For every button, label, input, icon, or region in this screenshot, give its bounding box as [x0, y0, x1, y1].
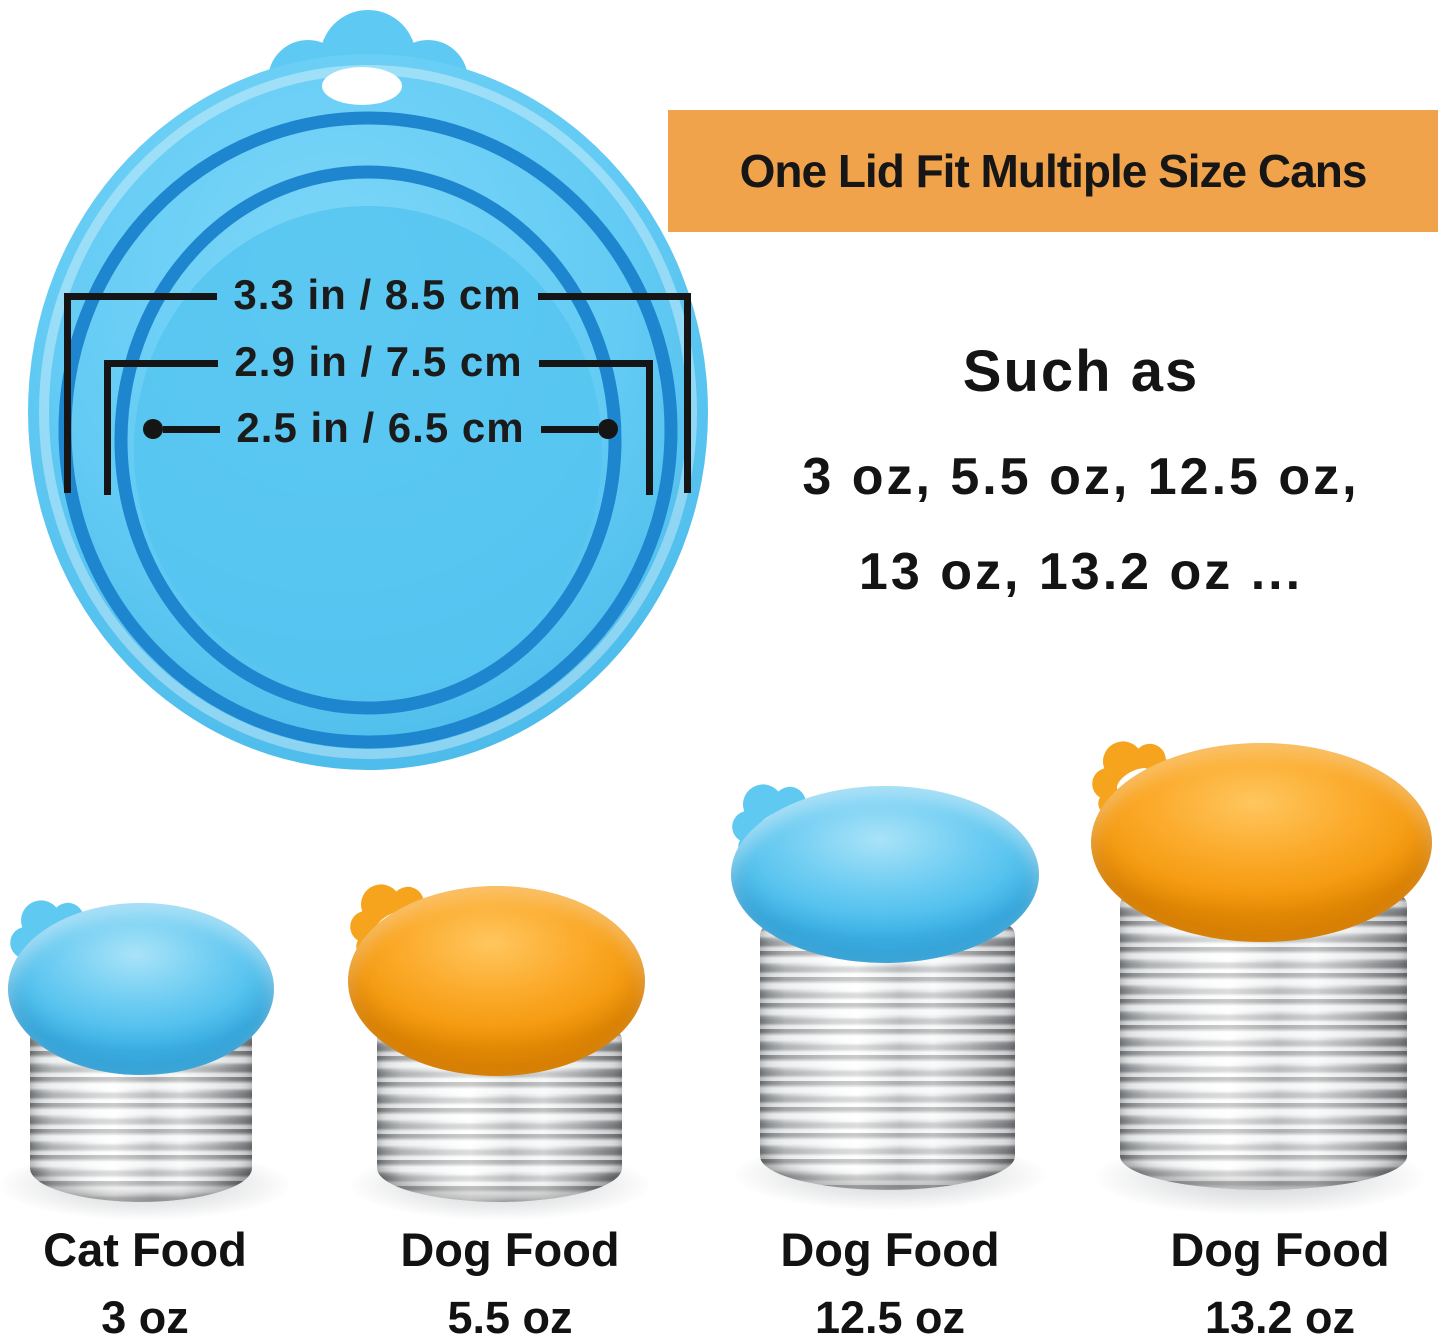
dimension-middle: 2.9 in / 7.5 cm	[104, 341, 653, 495]
dimension-outer-bracket-right	[537, 293, 691, 493]
hero-lid-tab-hole	[322, 67, 402, 105]
can-food-label: Dog Food	[400, 1223, 620, 1276]
can-size-label: 5.5 oz	[447, 1292, 573, 1339]
can-body	[760, 925, 1015, 1190]
hero-lid-ring-inner	[114, 165, 622, 715]
dimension-middle-bracket-right	[538, 360, 653, 495]
dimension-outer: 3.3 in / 8.5 cm	[64, 274, 691, 493]
dimension-middle-label: 2.9 in / 7.5 cm	[234, 338, 523, 385]
can-food-label: Dog Food	[1170, 1223, 1390, 1276]
dimension-inner-label: 2.5 in / 6.5 cm	[236, 404, 525, 451]
headline-banner: One Lid Fit Multiple Size Cans	[668, 110, 1438, 232]
can-lid-orange	[1091, 743, 1432, 942]
sizes-heading: Such as	[962, 339, 1200, 404]
can-body	[1120, 895, 1407, 1190]
dimension-outer-bracket-left	[64, 293, 218, 493]
can-food-label: Cat Food	[43, 1223, 247, 1276]
headline-text: One Lid Fit Multiple Size Cans	[739, 145, 1368, 197]
dimension-middle-bracket-left	[104, 360, 219, 495]
dimension-inner: 2.5 in / 6.5 cm	[143, 407, 618, 449]
dimension-inner-dot-left	[143, 419, 163, 439]
dimension-inner-line-right	[540, 426, 598, 440]
hero-lid-inner-disc	[134, 206, 602, 694]
can-lid-blue	[731, 786, 1039, 963]
can-food-label: Dog Food	[780, 1223, 1000, 1276]
can-size-label: 3 oz	[101, 1292, 189, 1339]
dimension-outer-label: 3.3 in / 8.5 cm	[233, 271, 522, 318]
dimension-inner-line-left	[163, 426, 221, 440]
can-lid-orange	[348, 886, 645, 1076]
can-size-label: 13.2 oz	[1204, 1292, 1356, 1339]
can-size-label: 12.5 oz	[814, 1292, 966, 1339]
dimension-inner-dot-right	[598, 419, 618, 439]
sizes-line-1: 3 oz, 5.5 oz, 12.5 oz,	[802, 448, 1360, 506]
can-lid-blue	[8, 903, 274, 1075]
hero-lid-image	[28, 10, 708, 770]
sizes-line-2: 13 oz, 13.2 oz ...	[858, 543, 1304, 601]
